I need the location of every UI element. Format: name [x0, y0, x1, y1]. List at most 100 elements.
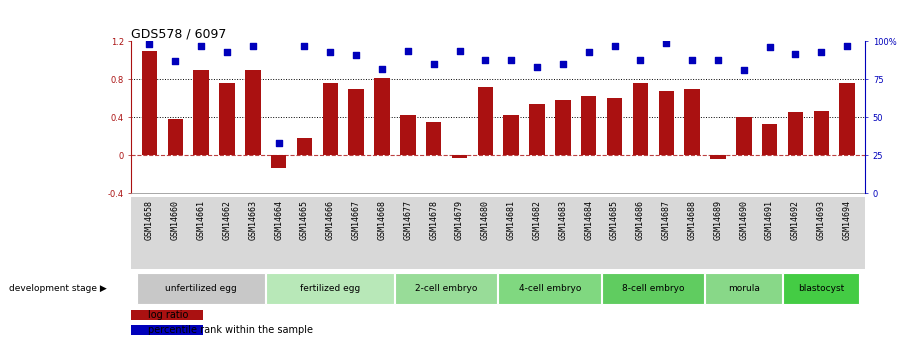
Bar [137, 273, 265, 304]
Bar [219, 83, 235, 155]
Bar [581, 96, 596, 155]
Text: unfertilized egg: unfertilized egg [165, 284, 237, 293]
Text: GDS578 / 6097: GDS578 / 6097 [131, 27, 226, 40]
Bar [131, 310, 203, 320]
Text: blastocyst: blastocyst [798, 284, 844, 293]
Bar [193, 70, 209, 155]
Bar [705, 273, 782, 304]
Bar [607, 98, 622, 155]
Point [633, 57, 648, 62]
Text: GSM14660: GSM14660 [171, 200, 179, 240]
Point [194, 43, 208, 49]
Bar [452, 155, 467, 158]
Text: GSM14678: GSM14678 [429, 200, 439, 240]
Text: GSM14666: GSM14666 [326, 200, 335, 240]
Text: GSM14690: GSM14690 [739, 200, 748, 240]
Text: GSM14682: GSM14682 [533, 200, 542, 240]
Point [737, 68, 751, 73]
Point [427, 61, 441, 67]
Text: GSM14683: GSM14683 [558, 200, 567, 240]
Point [297, 43, 312, 49]
Bar [684, 89, 699, 155]
Text: GSM14687: GSM14687 [661, 200, 670, 240]
Point [478, 57, 493, 62]
Bar [710, 155, 726, 159]
Text: GSM14662: GSM14662 [223, 200, 231, 240]
Point [168, 58, 182, 64]
Bar [787, 112, 804, 155]
Bar [395, 273, 497, 304]
Bar [477, 87, 493, 155]
Bar [168, 119, 183, 155]
Text: GSM14685: GSM14685 [610, 200, 619, 240]
Text: GSM14658: GSM14658 [145, 200, 154, 240]
Text: GSM14665: GSM14665 [300, 200, 309, 240]
Point [814, 49, 829, 55]
Bar [529, 104, 545, 155]
Bar [783, 273, 859, 304]
Text: development stage ▶: development stage ▶ [9, 284, 107, 293]
Bar [555, 100, 571, 155]
Point [246, 43, 260, 49]
Text: 8-cell embryo: 8-cell embryo [622, 284, 685, 293]
Bar [374, 78, 390, 155]
Point [555, 61, 570, 67]
Point [220, 49, 235, 55]
Bar [297, 138, 313, 155]
Bar [349, 89, 364, 155]
Bar [839, 83, 855, 155]
Text: GSM14661: GSM14661 [197, 200, 206, 240]
Point [142, 42, 157, 47]
Text: GSM14663: GSM14663 [248, 200, 257, 240]
Point [685, 57, 699, 62]
Point [323, 49, 338, 55]
Bar [265, 273, 394, 304]
Bar [426, 122, 441, 155]
Text: GSM14694: GSM14694 [843, 200, 852, 240]
Text: GSM14679: GSM14679 [455, 200, 464, 240]
Text: log ratio: log ratio [148, 310, 188, 320]
Text: GSM14689: GSM14689 [713, 200, 722, 240]
Point [349, 52, 363, 58]
Point [840, 43, 854, 49]
Bar [632, 83, 648, 155]
Text: fertilized egg: fertilized egg [300, 284, 361, 293]
Point [375, 66, 390, 71]
Point [272, 140, 286, 146]
Text: GSM14692: GSM14692 [791, 200, 800, 240]
Point [762, 45, 776, 50]
Bar [245, 70, 261, 155]
Text: GSM14686: GSM14686 [636, 200, 645, 240]
Text: percentile rank within the sample: percentile rank within the sample [148, 325, 313, 335]
Point [452, 48, 467, 53]
Text: GSM14691: GSM14691 [766, 200, 774, 240]
Text: GSM14677: GSM14677 [403, 200, 412, 240]
Bar [323, 83, 338, 155]
Text: 2-cell embryo: 2-cell embryo [416, 284, 477, 293]
Bar [498, 273, 601, 304]
Point [788, 51, 803, 56]
Text: GSM14688: GSM14688 [688, 200, 697, 240]
Point [504, 57, 518, 62]
Text: GSM14668: GSM14668 [378, 200, 387, 240]
Text: GSM14664: GSM14664 [275, 200, 284, 240]
Text: GSM14667: GSM14667 [352, 200, 361, 240]
Bar [736, 117, 752, 155]
Text: GSM14681: GSM14681 [506, 200, 516, 240]
Bar [141, 51, 158, 155]
Point [659, 40, 673, 46]
Point [400, 48, 415, 53]
Bar [814, 111, 829, 155]
Point [582, 49, 596, 55]
Bar [762, 124, 777, 155]
Point [530, 65, 545, 70]
Bar [131, 325, 203, 335]
Text: GSM14684: GSM14684 [584, 200, 593, 240]
Point [710, 57, 725, 62]
Bar [400, 115, 416, 155]
Point [607, 43, 622, 49]
Text: 4-cell embryo: 4-cell embryo [519, 284, 581, 293]
Bar [504, 115, 519, 155]
Bar [602, 273, 704, 304]
Bar [271, 155, 286, 168]
